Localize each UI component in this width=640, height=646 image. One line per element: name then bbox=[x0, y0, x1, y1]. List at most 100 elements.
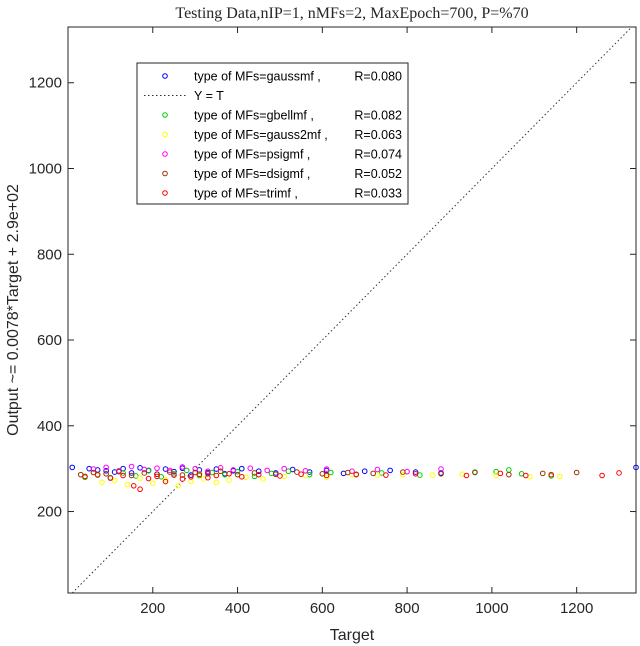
data-point bbox=[302, 467, 309, 474]
series-5 bbox=[82, 470, 622, 493]
series-4 bbox=[77, 468, 580, 479]
data-point bbox=[361, 468, 368, 475]
data-point bbox=[548, 471, 555, 478]
data-point bbox=[599, 472, 605, 479]
data-point bbox=[120, 472, 126, 479]
data-point bbox=[166, 469, 173, 475]
data-point bbox=[205, 468, 211, 475]
x-tick-label: 1200 bbox=[560, 600, 593, 617]
data-point bbox=[103, 470, 109, 477]
data-point bbox=[383, 472, 389, 478]
legend-box bbox=[136, 62, 409, 205]
data-point bbox=[463, 472, 470, 479]
data-point bbox=[183, 467, 190, 474]
data-point bbox=[493, 472, 499, 479]
data-point bbox=[323, 466, 330, 472]
data-point bbox=[238, 473, 245, 480]
data-point bbox=[188, 473, 194, 480]
reference-line-y-equals-t bbox=[71, 26, 633, 594]
legend-swatch bbox=[162, 112, 168, 118]
x-axis-label: Target bbox=[330, 627, 375, 644]
data-point bbox=[400, 469, 406, 475]
legend-r-value: R=0.080 bbox=[354, 70, 402, 84]
series-3 bbox=[90, 463, 444, 475]
data-point bbox=[294, 469, 300, 475]
legend-swatch bbox=[162, 131, 168, 138]
data-point bbox=[196, 471, 203, 478]
y-axis-label: Output ~= 0.0078*Target + 2.9e+02 bbox=[5, 184, 22, 436]
data-point bbox=[370, 470, 376, 477]
data-point bbox=[69, 464, 76, 471]
data-point bbox=[247, 465, 254, 472]
data-point bbox=[260, 476, 266, 482]
data-point bbox=[217, 468, 224, 475]
data-point bbox=[556, 473, 563, 480]
data-point bbox=[234, 471, 241, 478]
y-tick-label: 1200 bbox=[29, 75, 62, 92]
data-point bbox=[154, 465, 160, 472]
legend-swatch bbox=[162, 170, 168, 177]
data-point bbox=[90, 466, 97, 472]
y-tick-label: 200 bbox=[37, 504, 62, 521]
legend-swatch bbox=[162, 190, 168, 196]
data-point bbox=[573, 469, 580, 476]
data-points-layer bbox=[69, 463, 639, 493]
data-point bbox=[285, 468, 292, 475]
data-point bbox=[188, 472, 194, 478]
data-point bbox=[179, 476, 186, 482]
data-point bbox=[116, 468, 122, 475]
data-point bbox=[128, 463, 135, 470]
data-point bbox=[539, 470, 546, 477]
data-point bbox=[497, 470, 504, 477]
chart-title: Testing Data,nIP=1, nMFs=2, MaxEpoch=700… bbox=[175, 5, 528, 22]
legend-label-reference: Y = T bbox=[194, 89, 224, 103]
data-point bbox=[94, 471, 101, 478]
data-point bbox=[522, 472, 529, 479]
legend-swatch bbox=[162, 73, 168, 79]
data-point bbox=[154, 473, 160, 480]
x-tick-label: 600 bbox=[310, 600, 335, 617]
legend-r-value: R=0.033 bbox=[354, 187, 402, 201]
data-point bbox=[400, 471, 406, 478]
x-tick-label: 200 bbox=[140, 600, 165, 617]
data-point bbox=[82, 473, 88, 480]
data-point bbox=[616, 470, 622, 476]
series-2 bbox=[99, 471, 563, 489]
data-point bbox=[230, 467, 237, 473]
data-point bbox=[166, 467, 173, 474]
data-point bbox=[378, 470, 385, 476]
y-tick-label: 800 bbox=[37, 246, 62, 263]
data-point bbox=[374, 466, 381, 473]
data-point bbox=[128, 470, 135, 476]
data-point bbox=[226, 470, 232, 477]
data-point bbox=[103, 467, 109, 474]
data-point bbox=[438, 470, 444, 477]
legend-series-label: type of MFs=psigmf , bbox=[194, 148, 310, 162]
data-point bbox=[344, 469, 351, 476]
data-point bbox=[429, 472, 436, 478]
data-point bbox=[154, 471, 160, 478]
legend-series-label: type of MFs=gbellmf , bbox=[194, 109, 314, 123]
data-point bbox=[137, 486, 143, 493]
legend: type of MFs=gaussmf , R=0.080 Y = T type of… bbox=[136, 62, 409, 205]
data-point bbox=[141, 470, 148, 476]
data-point bbox=[226, 477, 232, 484]
data-point bbox=[205, 470, 211, 477]
data-point bbox=[255, 471, 262, 478]
data-point bbox=[213, 472, 220, 479]
data-point bbox=[412, 469, 419, 475]
y-tick-label: 1000 bbox=[29, 161, 62, 178]
x-tick-label: 800 bbox=[395, 600, 420, 617]
data-point bbox=[107, 475, 114, 481]
data-point bbox=[412, 470, 419, 477]
data-point bbox=[179, 464, 186, 470]
data-point bbox=[353, 471, 360, 478]
data-point bbox=[238, 465, 245, 472]
data-point bbox=[328, 469, 334, 476]
legend-r-value: R=0.063 bbox=[354, 128, 402, 142]
data-point bbox=[141, 466, 148, 473]
data-point bbox=[103, 464, 109, 471]
data-point bbox=[192, 465, 198, 472]
data-point bbox=[506, 471, 512, 478]
data-point bbox=[264, 467, 271, 474]
